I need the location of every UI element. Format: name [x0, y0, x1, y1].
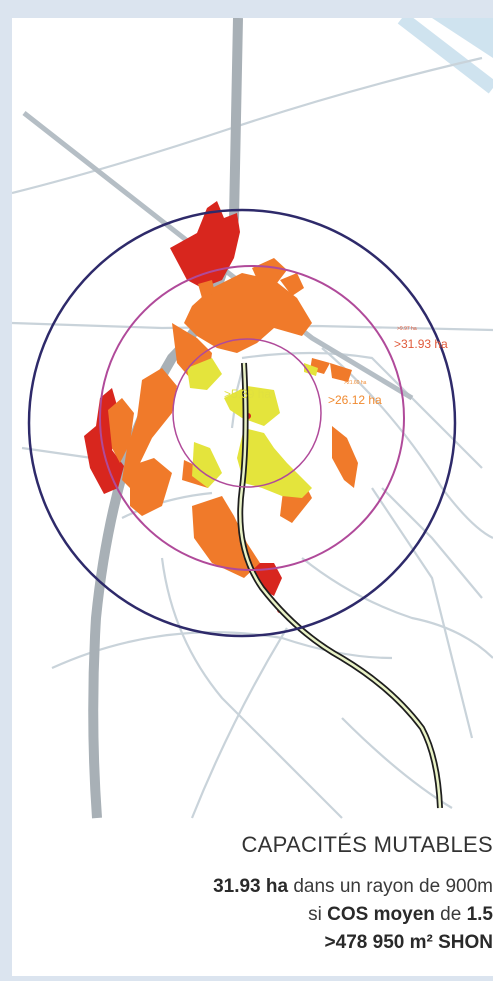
caption-line-cos: si COS moyen de 1.5	[308, 904, 493, 926]
capacity-caption: CAPACITÉS MUTABLES 31.93 ha dans un rayo…	[12, 818, 493, 968]
caption-area-value: 31.93 ha	[213, 876, 289, 897]
ring-900m-area-label: >31.93 ha	[394, 337, 448, 351]
water-stripe	[407, 18, 493, 58]
ring-600m-small-label: >21.60 ha	[344, 380, 367, 386]
map-panel: >9.97 ha >31.93 ha >21.60 ha >26.12 ha >…	[12, 18, 493, 976]
ring-600m	[99, 265, 405, 571]
caption-title: CAPACITÉS MUTABLES	[241, 832, 493, 857]
caption-cos-prefix: si	[308, 904, 328, 925]
caption-cos-mid: de	[434, 904, 467, 925]
ring-300m	[172, 338, 322, 488]
caption-line-shon: >478 950 m² SHON	[325, 932, 493, 954]
caption-line-radius: 31.93 ha dans un rayon de 900m	[213, 876, 493, 898]
caption-shon-value: >478 950 m² SHON	[324, 932, 493, 953]
ring-600m-area-label: >26.12 ha	[328, 393, 382, 407]
caption-radius-text: dans un rayon de 900m	[288, 876, 493, 897]
caption-cos-value: 1.5	[466, 904, 493, 925]
parcels-orange	[108, 258, 358, 578]
water-edge	[397, 18, 493, 94]
ring-900m	[27, 208, 457, 638]
ring-900m-small-label: >9.97 ha	[397, 326, 417, 332]
ring-300m-area-label: >5.39 ha	[224, 387, 271, 401]
road-network	[12, 56, 493, 819]
tram-line-inner	[239, 362, 442, 809]
urban-capacity-map: >9.97 ha >31.93 ha >21.60 ha >26.12 ha >…	[12, 18, 493, 819]
parcels-yellow	[187, 358, 318, 498]
caption-cos-label: COS moyen	[327, 904, 435, 925]
